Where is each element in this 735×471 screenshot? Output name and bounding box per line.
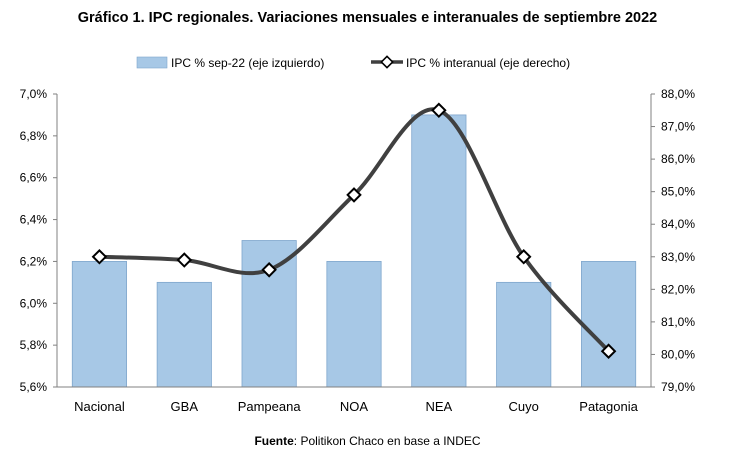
right-tick-label: 84,0% xyxy=(661,217,695,231)
left-tick-label: 6,4% xyxy=(20,213,48,227)
left-tick-label: 5,8% xyxy=(20,338,48,352)
bar-patagonia xyxy=(581,261,637,388)
x-tick-label-patagonia: Patagonia xyxy=(579,399,638,414)
right-tick-label: 88,0% xyxy=(661,87,695,101)
legend-label-bars: IPC % sep-22 (eje izquierdo) xyxy=(171,56,324,70)
bar-cuyo xyxy=(496,281,552,388)
left-tick-label: 6,0% xyxy=(20,296,48,310)
line-point-noa xyxy=(346,187,362,203)
x-tick-label-cuyo: Cuyo xyxy=(509,399,539,414)
left-tick-label: 6,8% xyxy=(20,129,48,143)
bar-gba xyxy=(156,281,212,388)
left-tick-label: 6,2% xyxy=(20,254,48,268)
source-label: Fuente xyxy=(254,434,294,448)
x-tick-label-noa: NOA xyxy=(340,399,369,414)
left-tick-label: 7,0% xyxy=(20,87,48,101)
line-point-nacional xyxy=(91,248,108,265)
bar-noa xyxy=(326,261,382,388)
right-tick-label: 82,0% xyxy=(661,282,695,296)
legend-label-line: IPC % interanual (eje derecho) xyxy=(406,56,570,70)
left-tick-label: 6,6% xyxy=(20,171,48,185)
right-tick-label: 79,0% xyxy=(661,380,695,394)
right-tick-label: 80,0% xyxy=(661,347,695,361)
right-tick-label: 81,0% xyxy=(661,315,695,329)
x-tick-label-pampeana: Pampeana xyxy=(238,399,302,414)
chart-title: Gráfico 1. IPC regionales. Variaciones m… xyxy=(77,10,658,26)
source-note: Fuente: Politikon Chaco en base a INDEC xyxy=(0,434,735,448)
bar-nacional xyxy=(71,261,127,388)
source-text: : Politikon Chaco en base a INDEC xyxy=(293,434,481,448)
left-tick-label: 5,6% xyxy=(20,380,48,394)
bar-nea xyxy=(411,114,467,388)
line-point-nea xyxy=(431,102,447,119)
right-tick-label: 85,0% xyxy=(661,185,695,199)
line-point-gba xyxy=(176,252,193,268)
right-tick-label: 86,0% xyxy=(661,152,695,166)
legend-swatch-bars xyxy=(136,56,168,69)
x-tick-label-nacional: Nacional xyxy=(74,399,125,414)
line-point-patagonia xyxy=(600,343,617,359)
right-tick-label: 83,0% xyxy=(661,250,695,264)
x-tick-label-gba: GBA xyxy=(171,399,199,414)
x-tick-label-nea: NEA xyxy=(425,399,452,414)
right-tick-label: 87,0% xyxy=(661,120,695,134)
line-point-cuyo xyxy=(515,248,532,265)
line-point-pampeana xyxy=(261,262,277,278)
legend-marker-line xyxy=(380,55,394,69)
